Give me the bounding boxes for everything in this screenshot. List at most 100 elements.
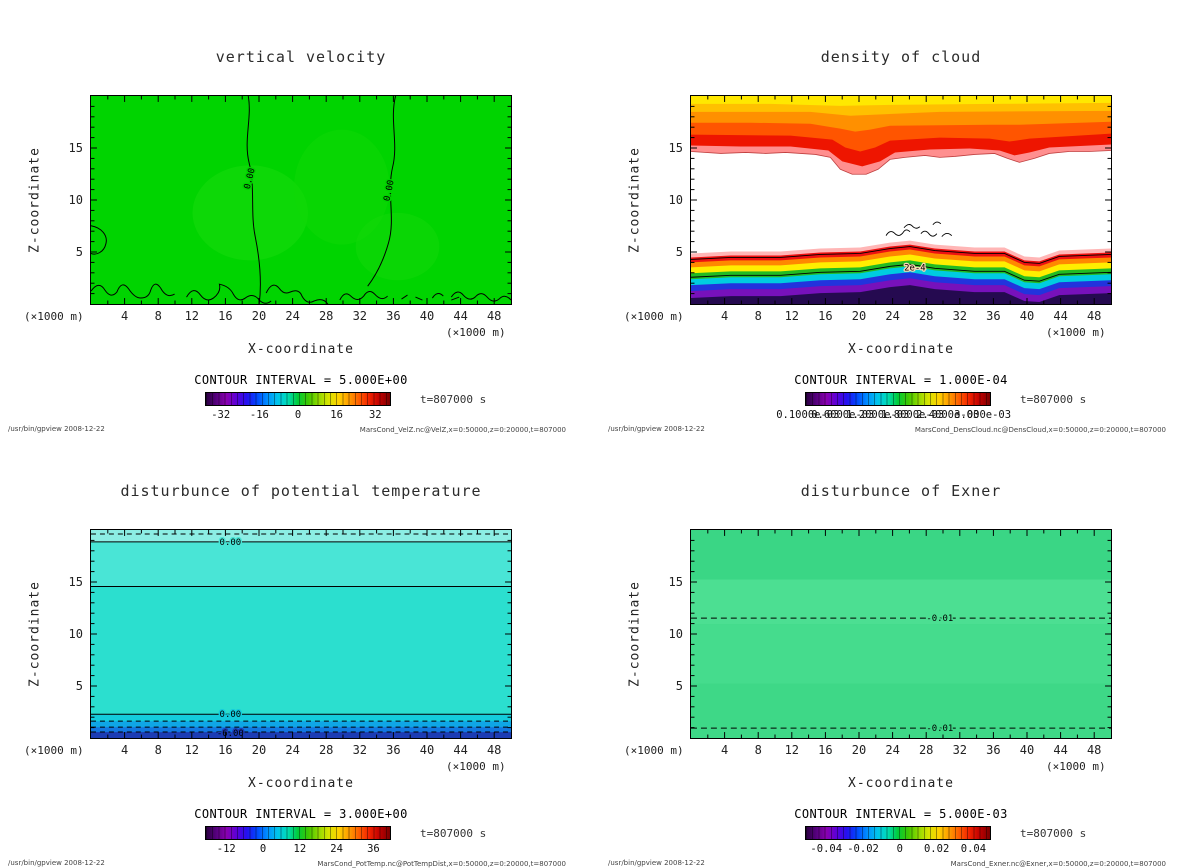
x-axis-label: X-coordinate xyxy=(848,776,954,791)
x-axis-label: X-coordinate xyxy=(248,342,354,357)
colorbar-tick-label: 32 xyxy=(368,409,382,421)
colorbar-tick-label: 3.000e-03 xyxy=(954,409,1012,421)
x-tick-label: 32 xyxy=(352,309,368,323)
x-axis-unit: (×1000 m) xyxy=(1046,326,1106,339)
colorbar-tick-label: 16 xyxy=(330,409,343,421)
y-axis-label: Z-coordinate xyxy=(27,147,43,253)
time-label: t=807000 s xyxy=(1020,827,1087,840)
x-tick-label: 40 xyxy=(1019,743,1035,757)
x-tick-label: 4 xyxy=(720,743,729,757)
contour-label: 0.00 xyxy=(220,538,242,548)
x-axis-unit: (×1000 m) xyxy=(446,326,506,339)
x-tick-label: 20 xyxy=(251,309,267,323)
y-axis-label: Z-coordinate xyxy=(627,581,643,687)
x-tick-label: 16 xyxy=(818,743,833,757)
x-tick-label: 4 xyxy=(120,309,129,323)
x-tick-label: 48 xyxy=(1086,309,1102,323)
panel-vertical-velocity: vertical velocity 0.00 xyxy=(0,0,600,434)
x-tick-label: 24 xyxy=(285,309,300,323)
x-tick-label: 8 xyxy=(754,743,762,757)
x-tick-label: 36 xyxy=(386,743,401,757)
contour-label: 2e-4 xyxy=(904,263,926,273)
x-tick-label: 24 xyxy=(285,743,300,757)
colorbar: -32 -16 0 16 32 xyxy=(205,392,391,421)
colorbar-tick-labels: 0.1000e-03 0.6000e-03 1.2000e-03 1.8000e-03… xyxy=(776,409,1011,423)
colorbar-tick-label: 0.02 xyxy=(923,843,950,855)
y-tick-label: 5 xyxy=(675,679,683,693)
x-tick-label: 24 xyxy=(885,743,900,757)
x-tick-label: 4 xyxy=(720,309,729,323)
colorbar-tick-labels: -32 -16 0 16 32 xyxy=(206,409,390,423)
time-label: t=807000 s xyxy=(1020,393,1087,406)
footer-dataset: MarsCond_VelZ.nc@VelZ,x=0:50000,z=0:2000… xyxy=(359,426,566,434)
cloud-density-canvas: 2e-4 xyxy=(691,96,1111,304)
x-tick-label: 44 xyxy=(1053,743,1068,757)
y-tick-label: 15 xyxy=(68,141,83,155)
colorbar-tick-label: 0.1000e-03 xyxy=(776,409,840,421)
x-axis-unit: (×1000 m) xyxy=(446,760,506,773)
y-axis-tick-labels: 5 10 15 xyxy=(669,96,1111,304)
contour-interval-label: CONTOUR INTERVAL = 5.000E+00 xyxy=(194,373,408,387)
exner-canvas: -0.01 -0.01 xyxy=(691,530,1111,738)
plot-title: disturbunce of potential temperature xyxy=(120,482,482,500)
x-tick-label: 12 xyxy=(184,743,200,757)
y-axis-unit: (×1000 m) xyxy=(24,744,84,757)
x-tick-label: 16 xyxy=(218,743,233,757)
x-tick-label: 8 xyxy=(754,309,762,323)
x-tick-label: 8 xyxy=(154,309,162,323)
plot-area: 0.00 0.00 Z-coordinate 5 10 15 4 8 12 16 20 24 2… xyxy=(28,95,512,323)
footer-command: /usr/bin/gpview 2008-12-22 xyxy=(8,859,105,867)
x-tick-label: 28 xyxy=(918,309,934,323)
axis-tick-marks xyxy=(91,96,511,304)
x-tick-label: 36 xyxy=(986,309,1001,323)
x-tick-label: 12 xyxy=(784,743,800,757)
colorbar-tick-label: 0.6000e-03 xyxy=(811,409,875,421)
colorbar: -12 0 12 24 36 xyxy=(205,826,391,855)
colorbar: 0.1000e-03 0.6000e-03 1.2000e-03 1.8000e-03… xyxy=(776,392,1011,421)
x-tick-label: 8 xyxy=(154,743,162,757)
time-label: t=807000 s xyxy=(420,393,487,406)
x-axis-label: X-coordinate xyxy=(248,776,354,791)
contour-label: -0.01 xyxy=(926,724,953,734)
colorbar-tick-label: 0 xyxy=(294,409,302,421)
zero-contour-lines xyxy=(91,541,511,715)
x-tick-label: 48 xyxy=(486,743,502,757)
x-tick-label: 32 xyxy=(352,743,368,757)
x-tick-label: 48 xyxy=(1086,743,1102,757)
footer-command: /usr/bin/gpview 2008-12-22 xyxy=(608,859,705,867)
contour-interval-label: CONTOUR INTERVAL = 3.000E+00 xyxy=(194,807,408,821)
contour-label: 0.00 xyxy=(220,710,242,720)
x-tick-label: 44 xyxy=(453,309,468,323)
x-tick-label: 16 xyxy=(218,309,233,323)
x-tick-label: 36 xyxy=(386,309,401,323)
plot-area: -0.01 -0.01 Z-coordinate 5 10 15 4 8 12 16 20 2… xyxy=(628,529,1112,757)
colorbar: -0.04 -0.02 0 0.02 0.04 xyxy=(805,826,991,855)
colorbar-tick-label: 0 xyxy=(896,843,903,855)
panel-exner: disturbunce of Exner -0.01 -0.01 Z-coord… xyxy=(600,434,1200,868)
negative-contour-lines xyxy=(91,533,511,733)
y-axis-unit: (×1000 m) xyxy=(624,310,684,323)
panel-potential-temperature: disturbunce of potential temperature xyxy=(0,434,600,868)
colorbar-tick-label: 36 xyxy=(367,843,380,855)
colorbar-tick-label: -12 xyxy=(216,843,236,855)
y-tick-label: 10 xyxy=(668,193,683,207)
y-tick-label: 10 xyxy=(68,193,83,207)
upper-cloud-layer xyxy=(691,96,1111,175)
x-tick-label: 44 xyxy=(1053,309,1068,323)
x-tick-label: 44 xyxy=(453,743,468,757)
y-axis-unit: (×1000 m) xyxy=(624,744,684,757)
colorbar-tick-label: -16 xyxy=(249,409,269,421)
x-tick-label: 40 xyxy=(419,309,435,323)
colorbar-tick-label: -0.04 xyxy=(810,843,843,855)
colorbar-tick-label: 0 xyxy=(259,843,267,855)
x-axis-tick-labels: 4 8 12 16 20 24 28 32 36 40 44 48 xyxy=(91,304,511,326)
colorbar-tick-labels: -12 0 12 24 36 xyxy=(206,843,390,857)
x-tick-label: 20 xyxy=(851,743,867,757)
plot-area: 2e-4 Z-coordinate 5 10 15 4 8 12 16 20 24 28 32 36… xyxy=(628,95,1112,323)
y-tick-label: 15 xyxy=(668,141,683,155)
x-tick-label: 4 xyxy=(120,743,129,757)
vertical-velocity-canvas: 0.00 0.00 xyxy=(91,96,511,304)
colorbar-tick-label: 2.4000e-03 xyxy=(916,409,980,421)
colorbar-tick-label: 0.04 xyxy=(960,843,987,855)
